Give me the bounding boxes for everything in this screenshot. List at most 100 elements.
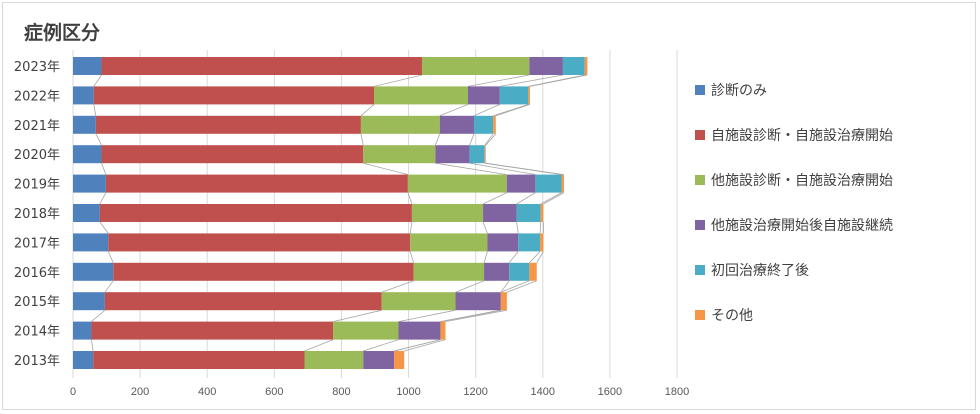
bar-segment — [410, 233, 488, 252]
series-connector — [529, 74, 588, 87]
category-label: 2021年 — [14, 119, 60, 134]
series-connector — [440, 309, 501, 322]
bar-segment — [113, 262, 414, 281]
bar-segment — [93, 86, 374, 105]
category-label: 2016年 — [14, 266, 60, 281]
series-connector — [485, 162, 564, 175]
series-connector — [495, 104, 531, 117]
bar-segment — [363, 145, 436, 164]
bar-segment — [484, 262, 510, 281]
category-label: 2020年 — [14, 148, 60, 163]
x-tick-label: 1800 — [665, 386, 689, 398]
bar-segment — [304, 351, 364, 369]
bar-segment — [73, 351, 94, 369]
bar-segment — [487, 233, 519, 252]
bar-segment — [455, 292, 501, 311]
series-connector — [91, 309, 106, 322]
bar-segment — [73, 86, 94, 105]
bar-segment — [73, 292, 105, 311]
series-connector — [394, 339, 441, 352]
legend-swatch — [695, 130, 705, 140]
bar-segment — [561, 174, 564, 193]
series-connector-lines — [91, 74, 588, 352]
bar-segment — [394, 351, 405, 369]
series-connector — [455, 280, 485, 293]
legend-swatch — [695, 265, 705, 275]
bar-segment — [73, 321, 92, 340]
bar-segment — [518, 233, 541, 252]
legend-swatch — [695, 310, 705, 320]
legend: 診断のみ自施設診断・自施設治療開始他施設診断・自施設治療開始他施設治療開始後自施… — [695, 83, 893, 324]
bar-segment — [535, 174, 562, 193]
series-connector — [500, 280, 510, 293]
bar-segment — [381, 292, 456, 311]
series-connector — [363, 339, 399, 352]
bar-segment — [473, 115, 494, 134]
bar-segment — [95, 115, 361, 134]
series-connector — [332, 309, 382, 322]
bar-segment — [413, 262, 485, 281]
bar-segment — [373, 86, 468, 105]
series-connector — [435, 162, 507, 175]
bar-segment — [493, 115, 496, 134]
bar-segment — [73, 174, 106, 193]
series-connector — [506, 280, 537, 293]
series-connector — [473, 104, 500, 117]
bar-segment — [435, 145, 470, 164]
value-axis-labels: 0 200 400 600 800 1000 1200 1400 1600 1800 — [70, 386, 689, 398]
x-tick-label: 1400 — [531, 386, 555, 398]
series-connector — [304, 339, 334, 352]
x-tick-label: 800 — [332, 386, 350, 398]
bar-segment — [101, 57, 422, 75]
series-connector — [516, 192, 536, 205]
bar-segment — [562, 57, 585, 75]
category-label: 2018年 — [14, 207, 60, 222]
series-connector — [95, 133, 102, 146]
x-tick-label: 1200 — [463, 386, 487, 398]
bar-segment — [73, 233, 109, 252]
bar-segment — [411, 204, 484, 222]
series-connector — [508, 251, 519, 264]
series-connector — [445, 309, 507, 322]
chart-title: 症例区分 — [24, 22, 101, 44]
bar-segment — [484, 145, 486, 164]
bar-segment — [73, 115, 96, 134]
x-tick-label: 1000 — [396, 386, 420, 398]
series-connector — [469, 133, 475, 146]
bar-segment — [529, 262, 537, 281]
series-connector — [373, 74, 423, 87]
bar-segment — [73, 262, 114, 281]
series-connector — [500, 280, 530, 293]
bar-segment — [506, 174, 536, 193]
bar-segment — [516, 204, 541, 222]
category-label: 2023年 — [14, 60, 60, 75]
bar-segment — [467, 86, 500, 105]
bar-segment — [440, 321, 446, 340]
bar-segment — [73, 145, 102, 164]
series-connector — [467, 74, 530, 87]
series-connector — [499, 74, 563, 87]
x-tick-label: 600 — [265, 386, 283, 398]
bars — [73, 57, 588, 369]
bar-segment — [500, 292, 507, 311]
series-connector — [93, 74, 102, 87]
bar-segment — [101, 145, 364, 164]
bar-segment — [584, 57, 588, 75]
legend-label: 診断のみ — [711, 83, 767, 99]
legend-label: 自施設診断・自施設治療開始 — [711, 127, 893, 144]
series-connector — [93, 104, 97, 116]
bar-segment — [333, 321, 399, 340]
series-connector — [516, 221, 519, 234]
legend-swatch — [695, 85, 705, 95]
series-connector — [360, 133, 364, 146]
bar-segment — [439, 115, 474, 134]
series-connector — [381, 280, 414, 293]
series-connector — [543, 192, 565, 205]
legend-swatch — [695, 175, 705, 185]
series-connector — [363, 162, 408, 175]
series-connector — [99, 192, 107, 205]
series-connector — [492, 104, 529, 117]
series-connector — [483, 251, 488, 263]
bar-segment — [407, 174, 507, 193]
